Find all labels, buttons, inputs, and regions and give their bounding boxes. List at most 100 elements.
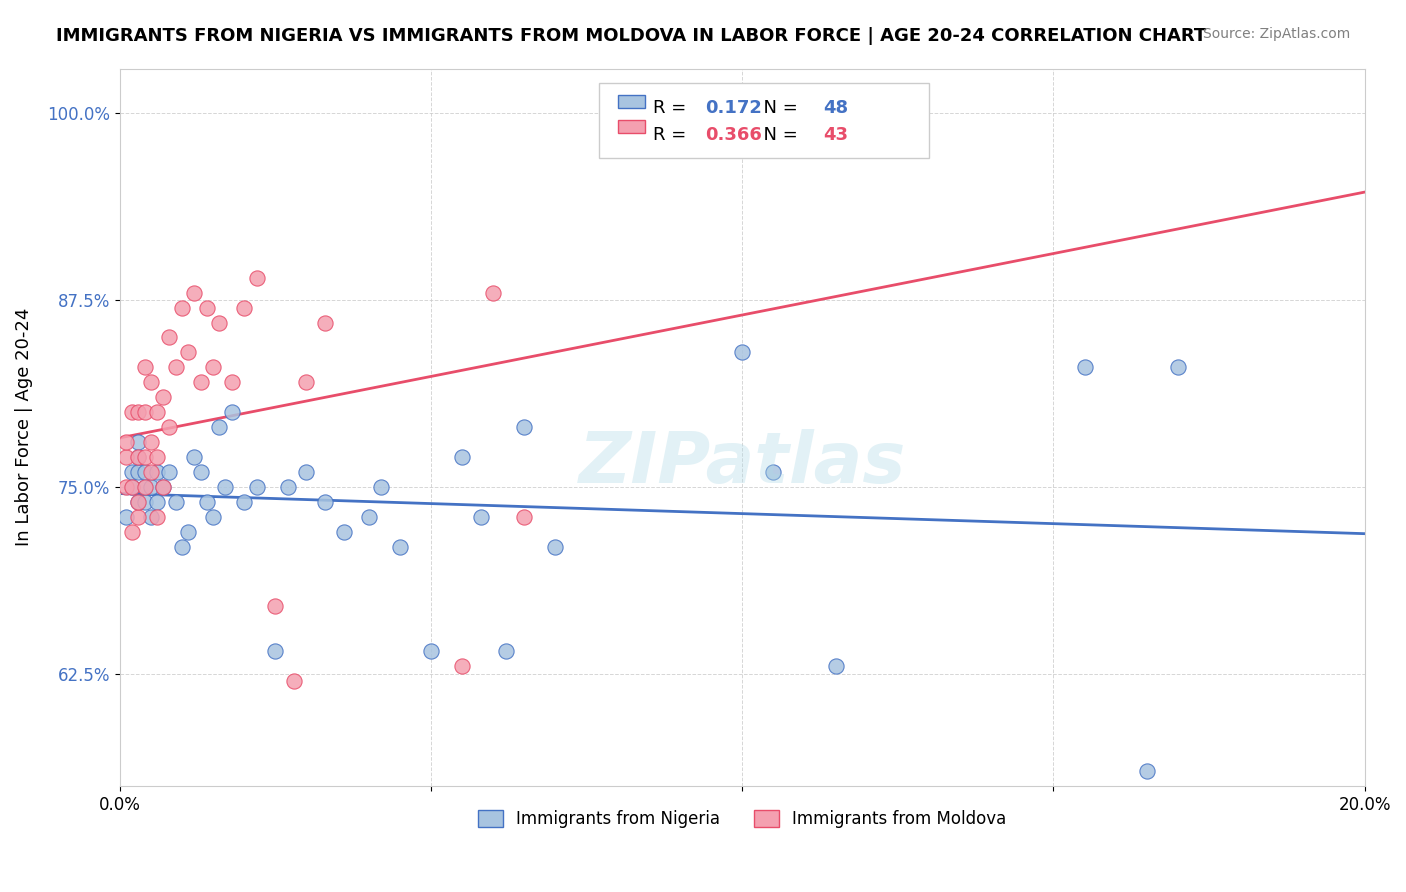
Point — [114, 435, 136, 450]
Point — [1136, 764, 1159, 778]
Text: 0.366: 0.366 — [704, 126, 762, 144]
Point — [221, 405, 243, 419]
Point — [121, 524, 143, 539]
Point — [264, 644, 287, 658]
Point — [451, 659, 474, 673]
Point — [152, 480, 174, 494]
Point — [121, 405, 143, 419]
Point — [762, 465, 785, 479]
Point — [370, 480, 392, 494]
Point — [451, 450, 474, 464]
Point — [495, 644, 517, 658]
Point — [1167, 360, 1189, 375]
Point — [152, 390, 174, 404]
Point — [183, 285, 205, 300]
Point — [121, 465, 143, 479]
Text: 43: 43 — [823, 126, 848, 144]
Point — [419, 644, 441, 658]
Point — [264, 599, 287, 614]
Point — [731, 121, 754, 136]
Text: N =: N = — [752, 126, 804, 144]
Point — [170, 540, 193, 554]
Point — [114, 480, 136, 494]
FancyBboxPatch shape — [599, 83, 929, 158]
Point — [221, 376, 243, 390]
Point — [513, 509, 536, 524]
Point — [233, 495, 256, 509]
Point — [134, 495, 156, 509]
Point — [146, 465, 169, 479]
FancyBboxPatch shape — [617, 95, 645, 108]
Text: Source: ZipAtlas.com: Source: ZipAtlas.com — [1202, 27, 1350, 41]
Text: 48: 48 — [823, 99, 848, 118]
Text: N =: N = — [752, 99, 804, 118]
Point — [139, 376, 162, 390]
Point — [177, 345, 200, 359]
Point — [201, 360, 224, 375]
Point — [127, 450, 149, 464]
Point — [139, 509, 162, 524]
Point — [177, 524, 200, 539]
FancyBboxPatch shape — [617, 120, 645, 133]
Point — [114, 450, 136, 464]
Point — [245, 480, 267, 494]
Point — [157, 330, 180, 344]
Point — [134, 465, 156, 479]
Point — [731, 345, 754, 359]
Point — [277, 480, 299, 494]
Point — [201, 509, 224, 524]
Point — [134, 405, 156, 419]
Point — [127, 509, 149, 524]
Point — [314, 316, 336, 330]
Point — [134, 480, 156, 494]
Point — [121, 480, 143, 494]
Point — [513, 420, 536, 434]
Point — [127, 405, 149, 419]
Point — [190, 465, 212, 479]
Point — [134, 360, 156, 375]
Point — [127, 495, 149, 509]
Point — [157, 465, 180, 479]
Point — [190, 376, 212, 390]
Point — [139, 465, 162, 479]
Point — [183, 450, 205, 464]
Point — [295, 465, 318, 479]
Point — [544, 540, 567, 554]
Point — [195, 301, 218, 315]
Point — [283, 674, 305, 689]
Point — [295, 376, 318, 390]
Point — [165, 360, 187, 375]
Point — [157, 420, 180, 434]
Point — [470, 509, 492, 524]
Point — [165, 495, 187, 509]
Text: ZIPatlas: ZIPatlas — [578, 428, 905, 498]
Point — [146, 509, 169, 524]
Point — [139, 480, 162, 494]
Text: IMMIGRANTS FROM NIGERIA VS IMMIGRANTS FROM MOLDOVA IN LABOR FORCE | AGE 20-24 CO: IMMIGRANTS FROM NIGERIA VS IMMIGRANTS FR… — [56, 27, 1206, 45]
Point — [214, 480, 236, 494]
Point — [357, 509, 380, 524]
Point — [314, 495, 336, 509]
Point — [332, 524, 354, 539]
Point — [208, 316, 231, 330]
Point — [146, 405, 169, 419]
Legend: Immigrants from Nigeria, Immigrants from Moldova: Immigrants from Nigeria, Immigrants from… — [471, 804, 1012, 835]
Point — [208, 420, 231, 434]
Point — [170, 301, 193, 315]
Point — [134, 450, 156, 464]
Point — [388, 540, 411, 554]
Point — [146, 495, 169, 509]
Point — [121, 480, 143, 494]
Point — [233, 301, 256, 315]
Point — [139, 435, 162, 450]
Point — [127, 450, 149, 464]
Point — [127, 465, 149, 479]
Point — [824, 659, 846, 673]
Text: 0.172: 0.172 — [704, 99, 762, 118]
Point — [114, 509, 136, 524]
Text: R =: R = — [652, 126, 692, 144]
Point — [152, 480, 174, 494]
Y-axis label: In Labor Force | Age 20-24: In Labor Force | Age 20-24 — [15, 308, 32, 546]
Point — [195, 495, 218, 509]
Point — [127, 495, 149, 509]
